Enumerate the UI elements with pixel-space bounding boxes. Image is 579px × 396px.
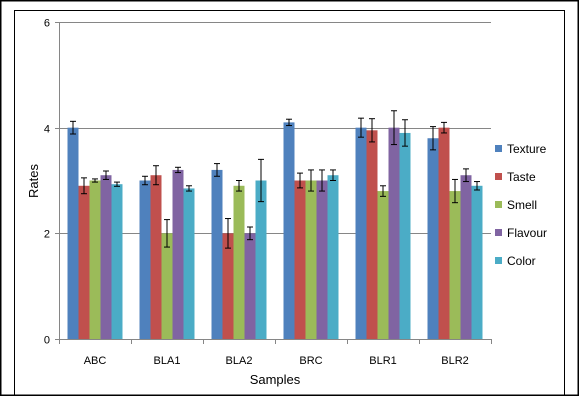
- error-bar-texture-brc: [286, 118, 292, 127]
- bar-texture-bla1: [139, 180, 151, 339]
- bar-smell-bla2: [233, 185, 245, 339]
- error-bar-smell-blr1: [380, 185, 386, 197]
- error-bar-taste-abc: [81, 177, 87, 195]
- error-bar-taste-blr1: [369, 118, 375, 143]
- error-bar-flavour-blr1: [391, 110, 397, 146]
- bar-smell-blr2: [449, 191, 461, 339]
- error-bar-texture-blr1: [358, 117, 364, 138]
- error-bar-texture-bla1: [142, 175, 148, 186]
- y-tick-label: 4: [44, 124, 50, 136]
- error-bar-color-bla2: [258, 158, 264, 203]
- legend-item-color: Color: [495, 254, 536, 268]
- error-bar-texture-blr2: [430, 126, 436, 151]
- legend-label: Flavour: [507, 226, 547, 240]
- error-bar-color-blr2: [474, 181, 480, 191]
- bar-taste-brc: [294, 180, 306, 339]
- bar-smell-bla1: [161, 233, 173, 339]
- error-bar-taste-blr2: [441, 121, 447, 134]
- bar-color-bla2: [255, 180, 267, 339]
- legend-swatch: [495, 173, 502, 180]
- x-axis-label: Samples: [250, 372, 301, 387]
- bar-texture-brc: [283, 122, 295, 339]
- error-bar-smell-blr2: [452, 178, 458, 204]
- x-tick-label: BLA1: [154, 355, 181, 367]
- bar-flavour-bla2: [244, 233, 256, 339]
- bar-taste-blr2: [438, 127, 450, 340]
- error-bar-smell-bla2: [236, 180, 242, 192]
- bar-color-abc: [111, 184, 123, 339]
- x-tick-label: BRC: [299, 355, 322, 367]
- bar-texture-bla2: [211, 169, 223, 339]
- legend-swatch: [495, 229, 502, 236]
- bar-taste-abc: [78, 185, 90, 339]
- bar-color-bla1: [183, 188, 195, 339]
- legend-item-smell: Smell: [495, 198, 537, 212]
- error-bar-texture-bla2: [214, 163, 220, 177]
- error-bar-flavour-blr2: [463, 168, 469, 183]
- bar-smell-abc: [89, 180, 101, 339]
- bar-flavour-brc: [316, 180, 328, 339]
- error-bar-flavour-brc: [319, 169, 325, 192]
- bar-smell-blr1: [377, 191, 389, 339]
- bar-texture-blr1: [355, 127, 367, 340]
- error-bar-smell-brc: [308, 169, 314, 192]
- gridlines: [59, 22, 491, 234]
- error-bar-taste-bla1: [153, 165, 159, 186]
- y-axis-label: Rates: [26, 164, 41, 198]
- y-tick-label: 0: [44, 335, 50, 347]
- error-bars: [70, 110, 480, 249]
- bar-taste-bla2: [222, 233, 234, 339]
- error-bar-taste-bla2: [225, 218, 231, 249]
- error-bar-smell-abc: [92, 178, 98, 183]
- bar-color-blr1: [399, 132, 411, 339]
- legend-label: Texture: [507, 142, 547, 156]
- y-tick-labels: 0 2 4 6: [44, 18, 50, 347]
- bars: [67, 122, 483, 340]
- bar-flavour-blr2: [460, 175, 472, 339]
- error-bar-flavour-bla2: [247, 226, 253, 241]
- x-tick-label: BLA2: [226, 355, 253, 367]
- bar-flavour-bla1: [172, 169, 184, 339]
- bar-taste-bla1: [150, 175, 162, 339]
- legend-label: Smell: [507, 198, 537, 212]
- bar-flavour-blr1: [388, 127, 400, 340]
- legend-item-texture: Texture: [495, 142, 547, 156]
- bar-texture-blr2: [427, 138, 439, 339]
- x-tick-label: BLR1: [369, 355, 397, 367]
- y-tick-label: 2: [44, 229, 50, 241]
- legend-swatch: [495, 201, 502, 208]
- error-bar-color-brc: [330, 169, 336, 181]
- legend-item-taste: Taste: [495, 170, 536, 184]
- error-bar-texture-abc: [70, 120, 76, 135]
- x-tick-labels: ABC BLA1 BLA2 BRC BLR1 BLR2: [84, 355, 469, 367]
- legend-swatch: [495, 257, 502, 264]
- x-tick-label: ABC: [84, 355, 107, 367]
- error-bar-smell-bla1: [164, 219, 170, 248]
- bar-flavour-abc: [100, 175, 112, 339]
- error-bar-flavour-bla1: [175, 166, 181, 174]
- legend-label: Taste: [507, 170, 536, 184]
- legend: Texture Taste Smell Flavour Color: [495, 142, 547, 268]
- legend-label: Color: [507, 254, 536, 268]
- bar-color-blr2: [471, 185, 483, 339]
- error-bar-color-abc: [114, 181, 120, 187]
- error-bar-color-blr1: [402, 119, 408, 147]
- bar-texture-abc: [67, 127, 79, 340]
- error-bar-flavour-abc: [103, 170, 109, 180]
- y-tick-label: 6: [44, 18, 50, 30]
- x-tick-label: BLR2: [441, 355, 469, 367]
- error-bar-color-bla1: [186, 185, 192, 192]
- legend-swatch: [495, 145, 502, 152]
- bar-color-brc: [327, 175, 339, 339]
- bar-taste-blr1: [366, 130, 378, 339]
- legend-item-flavour: Flavour: [495, 226, 547, 240]
- error-bar-taste-brc: [297, 172, 303, 189]
- bar-smell-brc: [305, 180, 317, 339]
- axes: [55, 22, 492, 344]
